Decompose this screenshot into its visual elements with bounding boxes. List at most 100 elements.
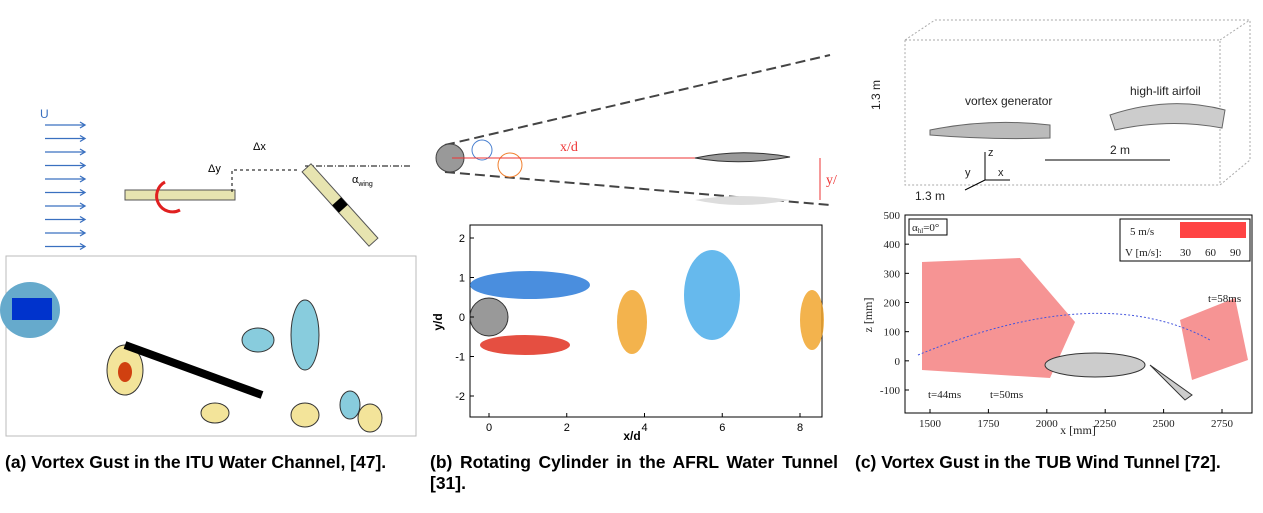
- plot-frame: [904, 214, 1253, 414]
- label: 1.3 m: [869, 80, 883, 110]
- x-tick-label: 2000: [1036, 418, 1059, 430]
- label: 90: [1230, 247, 1242, 259]
- label: U: [40, 107, 49, 121]
- label: Δy: [208, 163, 221, 175]
- caption: (a) Vortex Gust in the ITU Water Channel…: [5, 452, 387, 472]
- label: 5 m/s: [1130, 226, 1154, 238]
- plate: [124, 189, 236, 201]
- vortex-core: [12, 298, 52, 320]
- label: t=44ms: [928, 389, 961, 401]
- wing: [301, 163, 379, 247]
- x-tick-label: 1750: [977, 418, 1000, 430]
- tunnel-box: [904, 19, 1251, 186]
- caption: (c) Vortex Gust in the TUB Wind Tunnel […: [855, 452, 1221, 472]
- label: t=50ms: [990, 389, 1023, 401]
- gust-path: [917, 312, 1211, 356]
- vortex: [471, 139, 493, 161]
- y-tick-label: 0: [459, 312, 465, 324]
- x-tick-label: 2750: [1211, 418, 1234, 430]
- vorticity: [470, 271, 590, 299]
- y-tick-label: 2: [459, 233, 465, 245]
- figure: U Δy Δx αwing x/d y/ 0 2 4 6 8 2 1 0 -1 -2 x/d y/…: [0, 19, 1253, 443]
- label: 60: [1205, 247, 1217, 259]
- y-tick-label: 200: [884, 298, 901, 310]
- panel-b: x/d y/ 0 2 4 6 8 2 1 0 -1 -2 x/d y/d: [431, 54, 837, 443]
- axes: 1500 1750 2000 2250 2500 2750 500 400 300 200 100 0…: [880, 210, 1234, 430]
- x-axis-label: x [mm]: [1060, 423, 1096, 437]
- y-axis-label: y/d: [431, 313, 445, 330]
- view-line: [444, 54, 831, 146]
- arrow: [45, 161, 87, 170]
- velocity-field: [922, 258, 1075, 378]
- vortex-core: [118, 362, 132, 382]
- label: y/: [826, 173, 837, 188]
- cylinder: [469, 297, 509, 337]
- label: vortex generator: [965, 94, 1052, 108]
- label: 30: [1180, 247, 1192, 259]
- vortex: [200, 402, 230, 424]
- airfoil: [1109, 103, 1226, 131]
- arrow: [45, 121, 87, 129]
- vorticity: [800, 290, 824, 350]
- vortex-generator: [929, 121, 1051, 140]
- vorticity: [480, 335, 570, 355]
- y-tick-label: 300: [884, 268, 901, 280]
- color-scale: [1180, 222, 1246, 238]
- y-tick-label: 1: [459, 273, 465, 285]
- vorticity: [617, 290, 647, 354]
- label: αwing: [352, 174, 373, 188]
- label: z: [988, 147, 994, 159]
- x-tick-label: 2250: [1094, 418, 1117, 430]
- label: y: [965, 167, 971, 179]
- arrow: [45, 134, 87, 143]
- label: 1.3 m: [915, 189, 945, 203]
- label: x/d: [560, 140, 578, 155]
- arrow: [45, 229, 87, 237]
- offset: [231, 169, 300, 192]
- arrow: [45, 175, 87, 183]
- y-tick-label: -2: [455, 391, 465, 403]
- flap: [1149, 364, 1193, 401]
- panel-a: U Δy Δx αwing: [0, 107, 417, 437]
- arrow: [45, 215, 87, 224]
- panel-c: 1.3 m vortex generator high-lift airfoil…: [861, 19, 1253, 437]
- x-axis-label: x/d: [623, 429, 640, 443]
- x-tick-label: 2500: [1153, 418, 1176, 430]
- label: t=58ms: [1208, 293, 1241, 305]
- vortex: [241, 327, 275, 353]
- vorticity: [684, 250, 740, 340]
- coordinate-axes: [964, 152, 1010, 191]
- label: high-lift airfoil: [1130, 84, 1201, 98]
- arrow: [45, 242, 87, 251]
- y-tick-label: 100: [884, 327, 901, 339]
- y-tick-label: 500: [884, 210, 901, 222]
- y-tick-label: 0: [895, 356, 901, 368]
- vortex: [497, 152, 523, 178]
- vortex: [290, 299, 320, 371]
- vortex: [339, 390, 361, 420]
- rotation: [155, 180, 181, 214]
- arrow: [45, 202, 87, 210]
- y-axis-label: z [mm]: [861, 298, 875, 333]
- label: 2 m: [1110, 143, 1130, 157]
- axes: 0 2 4 6 8 2 1 0 -1 -2: [455, 233, 803, 434]
- x-tick-label: 6: [719, 422, 725, 434]
- label: Δx: [253, 141, 266, 153]
- x-tick-label: 2: [564, 422, 570, 434]
- y-tick-label: -1: [455, 352, 465, 364]
- x-tick-label: 4: [641, 422, 647, 434]
- flow-arrows: [45, 121, 87, 251]
- x-tick-label: 8: [797, 422, 803, 434]
- airfoil: [694, 152, 791, 163]
- vortex: [357, 403, 383, 433]
- label: V [m/s]:: [1125, 247, 1162, 259]
- x-tick-label: 0: [486, 422, 492, 434]
- label: x: [998, 167, 1004, 179]
- airfoil-shadow: [695, 196, 790, 205]
- arrow: [45, 188, 87, 197]
- airfoil: [1044, 352, 1146, 378]
- y-tick-label: -100: [880, 385, 901, 397]
- wing-section: [123, 341, 264, 399]
- x-tick-label: 1500: [919, 418, 942, 430]
